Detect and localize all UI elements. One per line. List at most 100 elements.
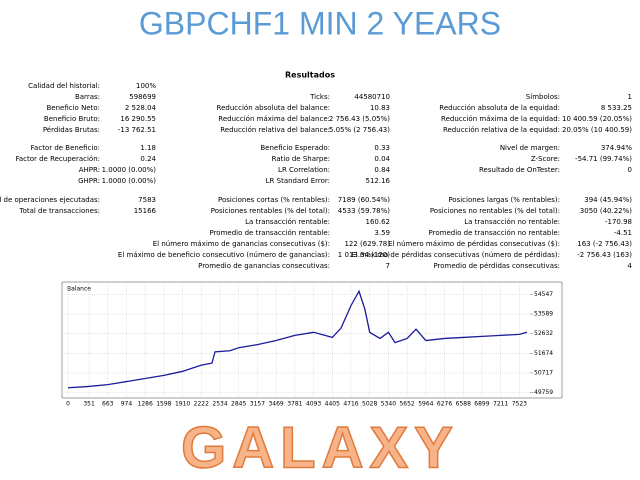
- stat-label: Promedio de transacción no rentable:: [429, 229, 560, 237]
- x-tick-label: 3469: [268, 401, 283, 408]
- y-tick-label: 54547: [534, 291, 553, 298]
- stat-value: 0.04: [374, 155, 390, 163]
- stat-value: 160.62: [366, 218, 391, 226]
- stat-label: Z-Score:: [531, 155, 560, 163]
- y-tick-label: 49759: [534, 389, 553, 396]
- stat-label: El número máximo de pérdidas consecutiva…: [388, 240, 560, 248]
- stat-label: Posiciones rentables (% del total):: [211, 207, 330, 215]
- stat-value: 3.59: [374, 229, 390, 237]
- y-tick-label: 53589: [534, 311, 553, 318]
- x-tick-label: 1910: [175, 401, 190, 408]
- stat-label: Reducción absoluta de la equidad:: [439, 104, 560, 112]
- stat-label: Ticks:: [309, 93, 330, 101]
- stat-value: 0.84: [374, 166, 390, 174]
- stat-value: -13 762.51: [118, 126, 156, 134]
- stat-value: 4: [628, 262, 633, 270]
- x-tick-label: 3781: [287, 401, 302, 408]
- stat-value: 374.94%: [601, 144, 632, 152]
- stat-value: 163 (-2 756.43): [577, 240, 632, 248]
- stat-label: Símbolos:: [526, 93, 560, 101]
- stat-value: 5.05% (2 756.43): [329, 126, 390, 134]
- chart-title: Balance: [67, 286, 91, 293]
- stat-value: 1.18: [140, 144, 156, 152]
- brand: GALAXY: [181, 415, 459, 480]
- stat-label: Posiciones no rentables (% del total):: [430, 207, 560, 215]
- x-tick-label: 351: [83, 401, 95, 408]
- stat-label: Posiciones cortas (% rentables):: [218, 196, 330, 204]
- balance-line: [67, 289, 528, 389]
- y-tick-label: 50717: [534, 370, 553, 377]
- x-tick-label: 1286: [138, 401, 153, 408]
- stat-value: 10.83: [370, 104, 390, 112]
- report-title: Resultados: [285, 71, 335, 80]
- stat-label: Factor de Recuperación:: [15, 155, 100, 163]
- stat-value: 4533 (59.78%): [338, 207, 390, 215]
- stat-value: 122 (629.78): [344, 240, 390, 248]
- stat-value: 8 533.25: [601, 104, 632, 112]
- stat-label: Calidad del historial:: [28, 82, 100, 90]
- x-tick-label: 2534: [212, 401, 227, 408]
- x-tick-label: 1598: [156, 401, 171, 408]
- stat-label: Reducción relativa del balance:: [220, 126, 330, 134]
- stat-label: Pérdidas Brutas:: [43, 126, 100, 134]
- stat-label: El máximo de pérdidas consecutivas (núme…: [351, 251, 560, 259]
- page-title: GBPCHF1 MIN 2 YEARS: [139, 5, 501, 41]
- stat-label: Total de transacciones:: [18, 207, 100, 215]
- stat-value: 10 400.59 (20.05%): [562, 115, 632, 123]
- x-tick-label: 5028: [362, 401, 377, 408]
- stat-label: Promedio de pérdidas consecutivas:: [433, 262, 560, 270]
- stat-label: Reducción máxima de la equidad:: [441, 115, 560, 123]
- stat-value: 394 (45.94%): [584, 196, 632, 204]
- stat-value: 2 528.04: [125, 104, 157, 112]
- stat-value: 0: [628, 166, 632, 174]
- chart-frame: [61, 281, 563, 399]
- x-tick-label: 2845: [231, 401, 246, 408]
- stat-label: Promedio de ganancias consecutivas:: [198, 262, 330, 270]
- stat-label: Reducción relativa de la equidad:: [443, 126, 560, 134]
- stat-value: 7: [386, 262, 390, 270]
- stat-value: 7583: [138, 196, 156, 204]
- stat-value: -170.98: [605, 218, 632, 226]
- stat-value: 44580710: [354, 93, 390, 101]
- stat-value: 512.16: [366, 177, 391, 185]
- stat-value: 100%: [136, 82, 156, 90]
- x-tick-label: 5964: [418, 401, 433, 408]
- x-tick-label: 5652: [399, 401, 414, 408]
- stat-label: LR Correlation:: [278, 166, 330, 174]
- stat-label: La transacción no rentable:: [464, 218, 560, 226]
- stat-value: -54.71 (99.74%): [575, 155, 632, 163]
- stat-label: El máximo de beneficio consecutivo (núme…: [118, 251, 330, 259]
- stat-value: -4.51: [614, 229, 632, 237]
- x-tick-label: 0: [66, 401, 70, 408]
- stat-value: -2 756.43 (163): [577, 251, 632, 259]
- stat-label: Beneficio Bruto:: [44, 115, 100, 123]
- y-tick-label: 51674: [534, 350, 553, 357]
- x-tick-label: 663: [102, 401, 114, 408]
- stat-value: 0.24: [140, 155, 156, 163]
- stat-label: Beneficio Esperado:: [260, 144, 330, 152]
- stat-label: Reducción máxima del balance:: [218, 115, 330, 123]
- stat-value: 1.0000 (0.00%): [102, 177, 157, 185]
- x-tick-label: 5340: [381, 401, 396, 408]
- stat-label: Promedio de transacción rentable:: [209, 229, 330, 237]
- x-tick-label: 2222: [194, 401, 209, 408]
- stat-value: 20.05% (10 400.59): [562, 126, 632, 134]
- stat-label: GHPR:: [78, 177, 100, 185]
- stat-value: 598699: [129, 93, 156, 101]
- stat-value: 1 013.34 (120): [338, 251, 390, 259]
- stat-value: 1: [628, 93, 632, 101]
- stat-label: AHPR:: [79, 166, 100, 174]
- stat-value: 2 756.43 (5.05%): [329, 115, 390, 123]
- stat-label: LR Standard Error:: [266, 177, 330, 185]
- stat-label: Barras:: [75, 93, 100, 101]
- stat-label: Ratio de Sharpe:: [272, 155, 330, 163]
- stat-value: 15166: [134, 207, 157, 215]
- stat-label: Posiciones largas (% rentables):: [448, 196, 560, 204]
- stat-label: Resultado de OnTester:: [479, 166, 560, 174]
- y-tick-label: 52632: [534, 330, 553, 337]
- x-tick-label: 7211: [493, 401, 508, 408]
- stat-value: 7189 (60.54%): [338, 196, 390, 204]
- x-tick-label: 3157: [250, 401, 265, 408]
- stat-label: El número máximo de ganancias consecutiv…: [153, 240, 330, 248]
